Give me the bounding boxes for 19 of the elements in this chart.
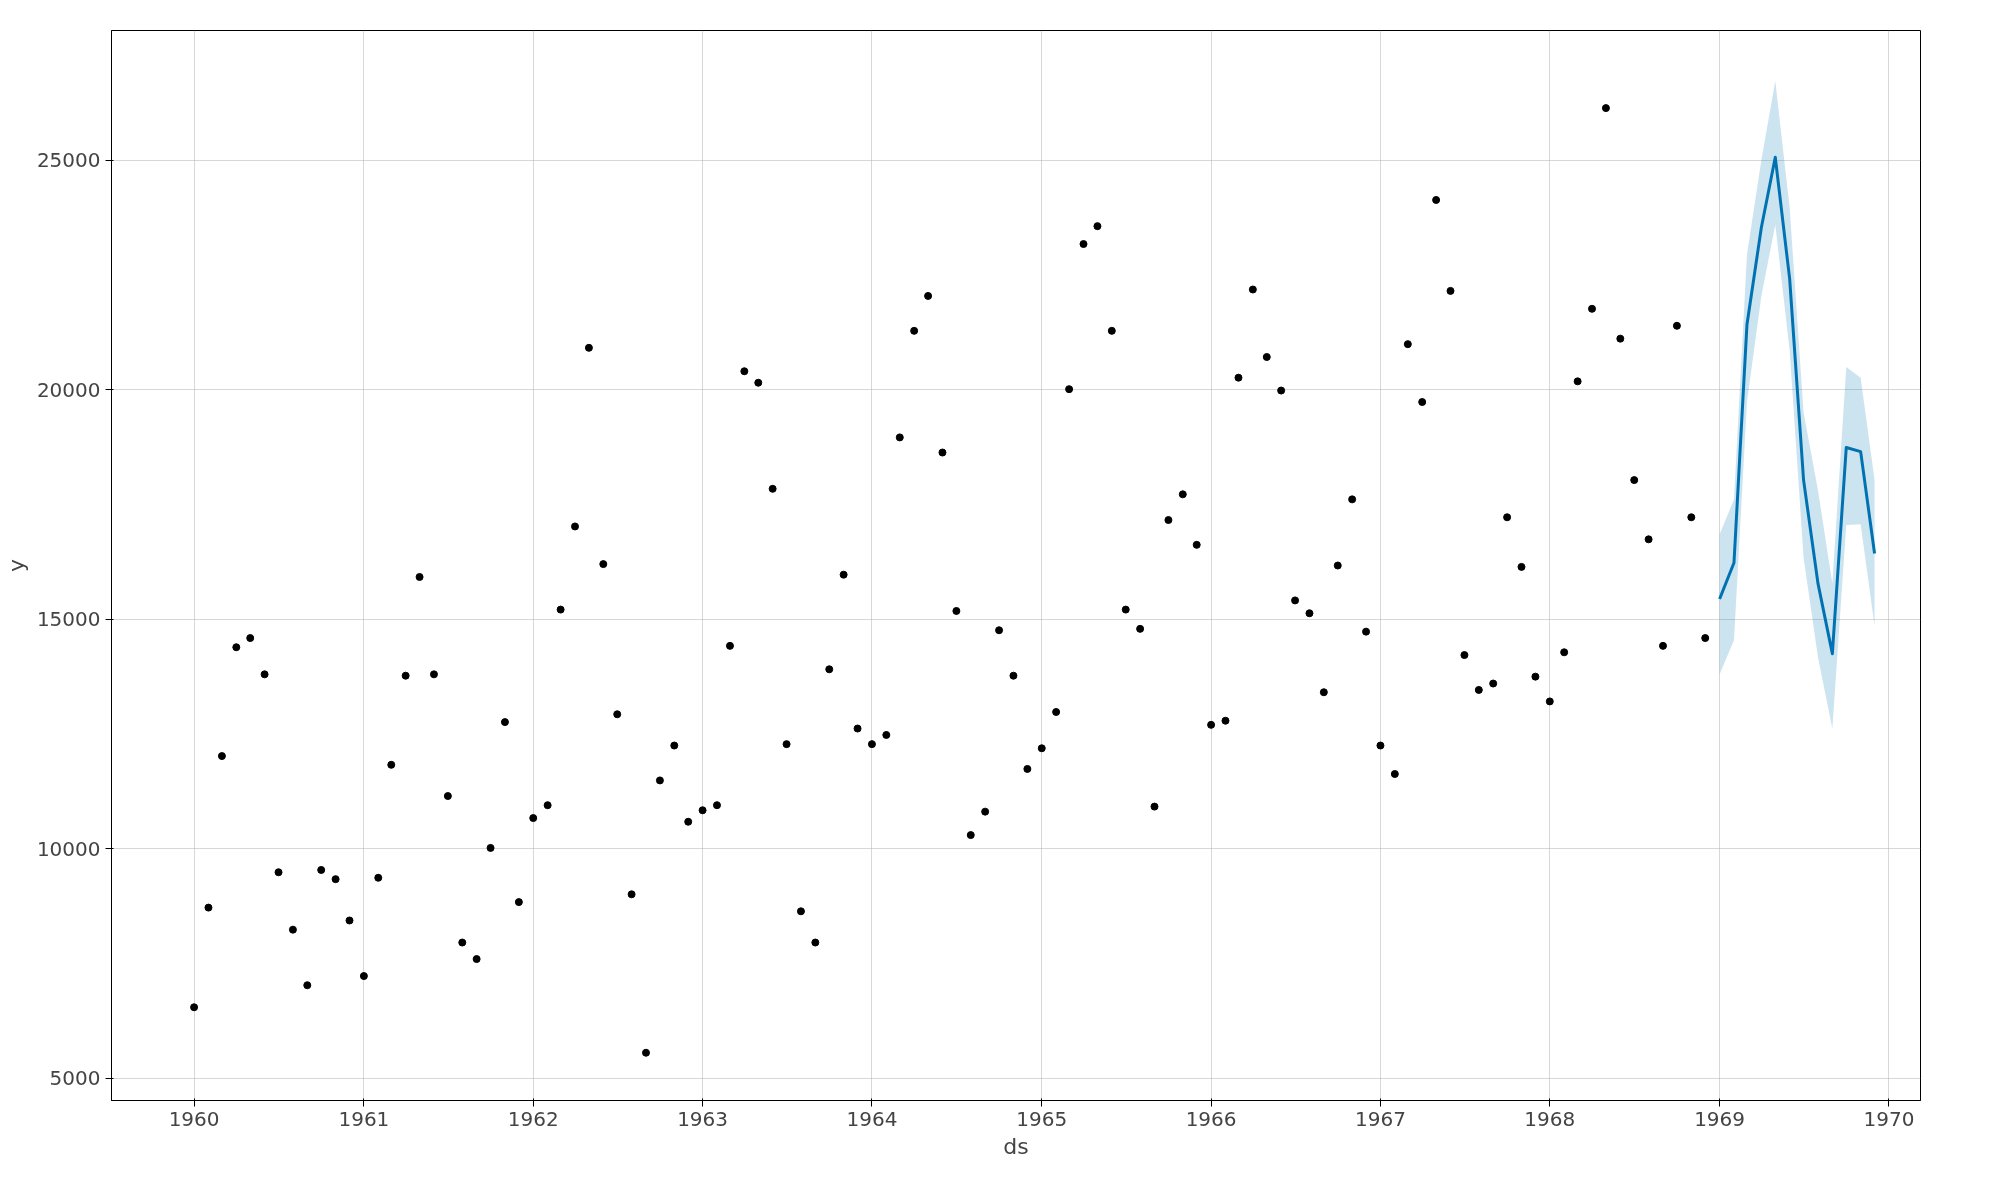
y-tick-label: 25000 (36, 148, 101, 172)
y-tick-label: 5000 (49, 1066, 101, 1091)
x-tick-label: 1969 (1694, 1106, 1746, 1131)
x-tick-label: 1966 (1185, 1106, 1237, 1131)
x-tick-label: 1963 (677, 1106, 729, 1131)
x-tick-label: 1962 (507, 1106, 559, 1131)
x-tick-label: 1961 (338, 1106, 390, 1131)
y-tick-label: 20000 (36, 377, 101, 402)
x-axis-title: ds (1003, 1133, 1029, 1159)
x-tick-label: 1968 (1524, 1106, 1576, 1131)
y-axis-title: y (3, 558, 29, 573)
x-tick-label: 1960 (168, 1106, 220, 1131)
x-tick-label: 1965 (1016, 1106, 1068, 1131)
x-tick-label: 1967 (1355, 1106, 1406, 1131)
y-tick-label: 15000 (36, 607, 101, 632)
y-tick-label: 10000 (36, 836, 101, 861)
x-tick-label: 1964 (846, 1106, 898, 1131)
x-tick-label: 1970 (1863, 1106, 1915, 1131)
line-series (1718, 155, 1877, 656)
